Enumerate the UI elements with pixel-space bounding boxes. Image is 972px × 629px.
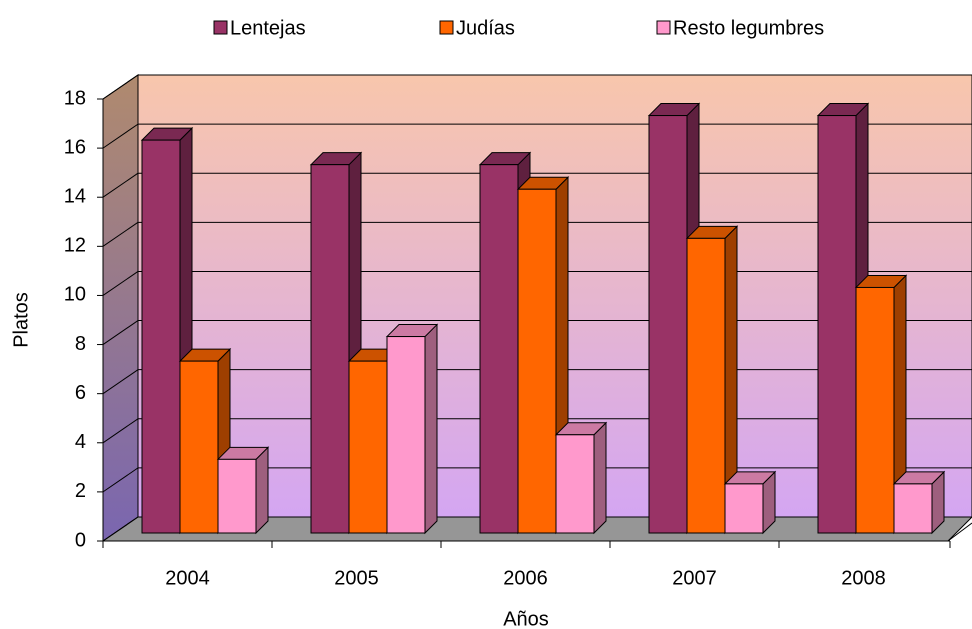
bar [648, 115, 688, 534]
bar [386, 336, 426, 534]
bar [817, 115, 857, 534]
bar [179, 360, 219, 534]
y-axis-title: Platos [10, 292, 32, 348]
legend-swatch [439, 20, 454, 35]
bar [217, 458, 257, 534]
bar-side [593, 421, 607, 535]
grid-line [102, 516, 139, 542]
bar [517, 188, 557, 534]
grid-line [102, 418, 139, 444]
x-axis-end [947, 522, 972, 542]
grid-line [102, 221, 139, 247]
y-tick-label: 8 [75, 333, 86, 355]
x-tick-label: 2007 [672, 567, 717, 589]
grid-line [102, 172, 139, 198]
legend-swatch [656, 20, 671, 35]
bar [479, 164, 519, 534]
y-tick-label: 6 [75, 382, 86, 404]
y-tick-label: 10 [64, 284, 86, 306]
bar [141, 139, 181, 534]
y-tick-label: 14 [64, 186, 86, 208]
x-axis-title: Años [503, 608, 549, 629]
bar-side [424, 323, 438, 535]
grid-line [102, 369, 139, 395]
grid-line [102, 123, 139, 149]
bar [348, 360, 388, 534]
y-tick-label: 2 [75, 480, 86, 502]
legend-label: Lentejas [230, 17, 306, 39]
bar [724, 483, 764, 534]
bar [310, 164, 350, 534]
legend-label: Judías [456, 17, 515, 39]
y-tick-label: 18 [64, 87, 86, 109]
grid-line [102, 467, 139, 493]
bar [855, 286, 895, 534]
x-tick-label: 2005 [334, 567, 379, 589]
y-tick-label: 4 [75, 431, 86, 453]
grid-line [102, 74, 139, 100]
legend-label: Resto legumbres [673, 17, 824, 39]
x-tick-label: 2008 [841, 567, 886, 589]
bar [686, 237, 726, 534]
y-tick-label: 0 [75, 529, 86, 551]
y-tick-label: 16 [64, 136, 86, 158]
bar-side [255, 446, 269, 535]
bar [893, 483, 933, 534]
legend-swatch [213, 20, 228, 35]
x-tick-label: 2004 [165, 567, 210, 589]
grid-line [102, 320, 139, 345]
x-tick-label: 2006 [503, 567, 548, 589]
y-tick-label: 12 [64, 235, 86, 257]
grid-line [102, 271, 139, 296]
bar [555, 434, 595, 534]
